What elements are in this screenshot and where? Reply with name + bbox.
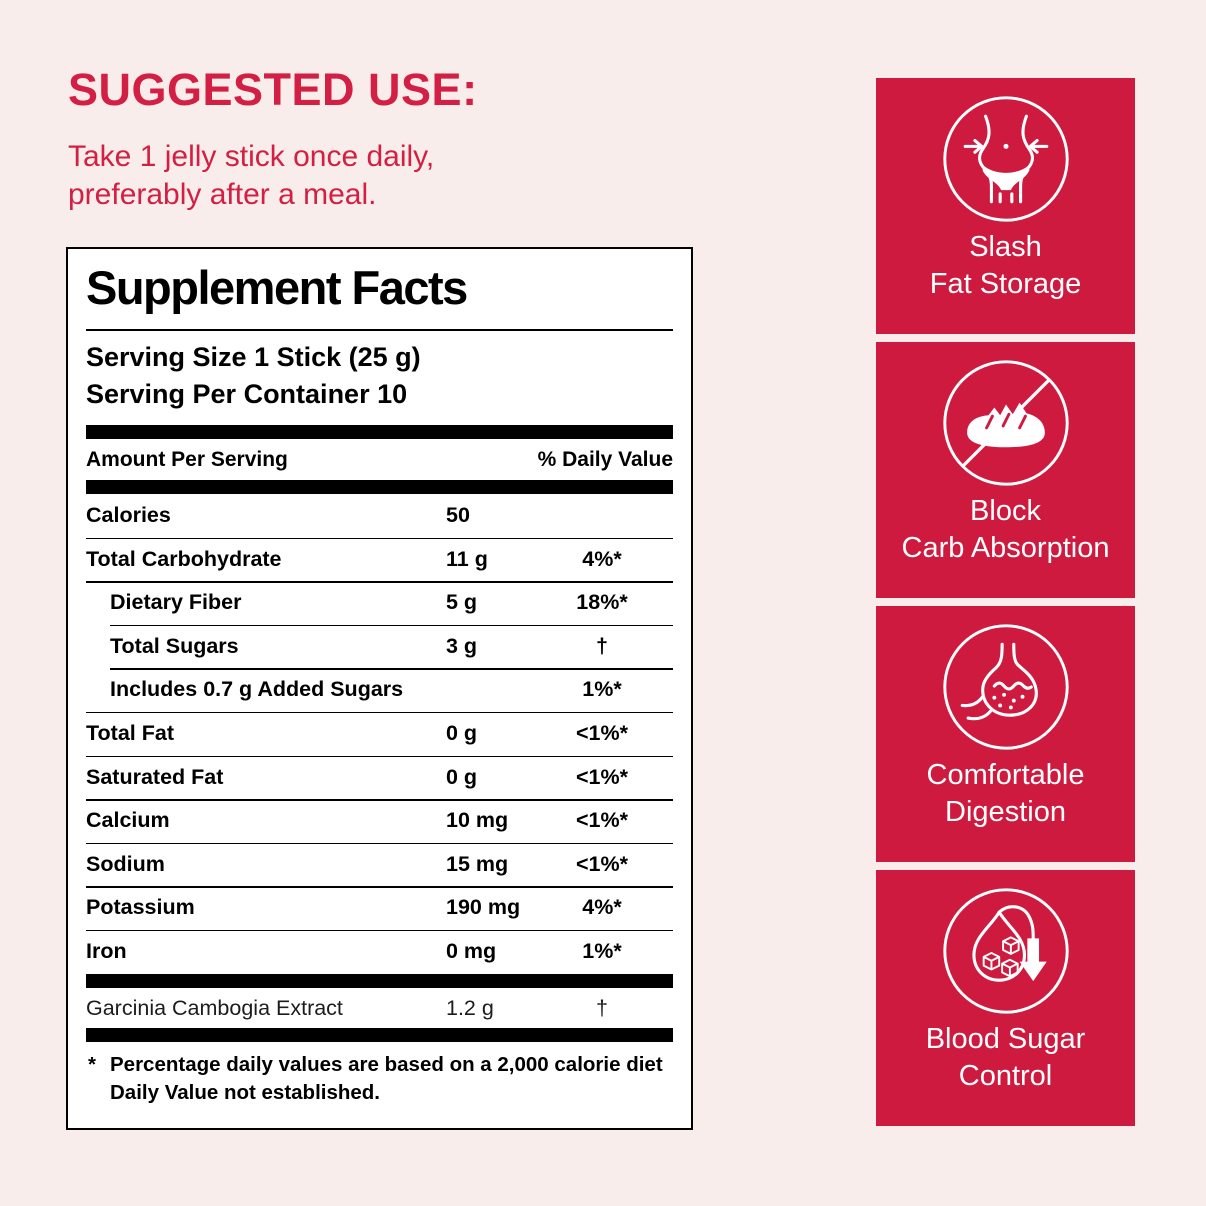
nutrient-daily-value: <1%* (576, 764, 628, 789)
benefit-card-slash-fat-storage: Slash Fat Storage (876, 78, 1135, 334)
supplement-facts-panel: Supplement Facts Serving Size 1 Stick (2… (66, 247, 693, 1130)
nutrient-label: Calories (86, 503, 171, 527)
nutrient-label: Total Carbohydrate (86, 546, 282, 571)
thick-bar (86, 1027, 673, 1042)
thick-bar (86, 425, 673, 439)
daily-value-header: % Daily Value (537, 448, 673, 471)
facts-rows: Calories 50 Total Carbohydrate 11 g 4%* Dieta… (86, 494, 673, 974)
facts-row: Total Fat 0 g <1%* (86, 711, 673, 756)
block-carb-absorption-icon (942, 360, 1069, 486)
amount-per-serving-header: Amount Per Serving (86, 448, 288, 471)
footnote-line1: Percentage daily values are based on a 2… (110, 1052, 663, 1076)
nutrient-daily-value: † (596, 633, 608, 658)
thick-bar (86, 480, 673, 494)
serving-size: Serving Size 1 Stick (25 g) (86, 342, 421, 372)
slash-fat-storage-icon (942, 96, 1069, 222)
nutrient-daily-value: 4%* (582, 895, 622, 920)
nutrient-daily-value: 1%* (582, 677, 622, 702)
nutrient-amount: 0 g (446, 720, 478, 745)
facts-row: Calcium 10 mg <1%* (86, 799, 673, 843)
benefit-card-block-carb-absorption: Block Carb Absorption (876, 342, 1135, 598)
card-label: Comfortable Digestion (926, 759, 1085, 828)
nutrient-label: Saturated Fat (86, 764, 224, 789)
nutrient-daily-value: 18%* (576, 590, 628, 615)
nutrient-label: Potassium (86, 895, 195, 920)
extract-daily-value: † (596, 995, 608, 1020)
footnote-line2: Daily Value not established. (110, 1080, 381, 1104)
extract-amount: 1.2 g (446, 995, 494, 1020)
facts-row: Saturated Fat 0 g <1%* (86, 755, 673, 800)
facts-row: Total Carbohydrate 11 g 4%* (86, 537, 673, 582)
facts-row: Potassium 190 mg 4%* (86, 886, 673, 930)
nutrient-daily-value: 4%* (582, 546, 622, 571)
nutrient-label: Includes 0.7 g Added Sugars (110, 677, 404, 702)
nutrient-daily-value: <1%* (576, 808, 628, 833)
title-rule (86, 329, 673, 331)
card-label: Blood Sugar Control (925, 1023, 1086, 1092)
suggested-use-text: Take 1 jelly stick once daily, preferabl… (68, 138, 434, 214)
nutrient-amount: 5 g (446, 590, 478, 615)
nutrient-amount: 3 g (446, 633, 478, 658)
facts-row: Total Sugars 3 g † (86, 624, 673, 669)
card-label: Block Carb Absorption (901, 495, 1110, 564)
benefit-card-blood-sugar-control: Blood Sugar Control (876, 870, 1135, 1126)
facts-row: Dietary Fiber 5 g 18%* (86, 581, 673, 625)
nutrient-label: Total Fat (86, 720, 174, 745)
extract-label: Garcinia Cambogia Extract (86, 995, 343, 1020)
nutrient-label: Iron (86, 938, 127, 963)
suggested-use-title: SUGGESTED USE: (68, 64, 478, 115)
nutrient-label: Sodium (86, 851, 165, 876)
panel-title: Supplement Facts (86, 261, 468, 314)
nutrient-amount: 11 g (446, 546, 488, 571)
nutrient-label: Total Sugars (110, 633, 239, 658)
nutrient-daily-value: <1%* (576, 720, 628, 745)
card-label: Slash Fat Storage (929, 231, 1082, 300)
thick-bar (86, 973, 673, 988)
nutrient-label: Dietary Fiber (110, 590, 242, 615)
suggested-use-line1: Take 1 jelly stick once daily, (68, 140, 435, 173)
facts-row: Includes 0.7 g Added Sugars 1%* (86, 668, 673, 712)
facts-header-row: Amount Per Serving % Daily Value (86, 439, 673, 480)
nutrient-daily-value: <1%* (576, 851, 628, 876)
nutrient-amount: 15 mg (446, 851, 509, 876)
nutrient-label: Calcium (86, 808, 170, 833)
nutrient-amount: 0 g (446, 764, 478, 789)
blood-sugar-control-icon (942, 888, 1069, 1014)
benefit-card-comfortable-digestion: Comfortable Digestion (876, 606, 1135, 862)
facts-row: Calories 50 (86, 494, 673, 538)
nutrient-amount: 190 mg (446, 895, 521, 920)
suggested-use-line2: preferably after a meal. (68, 178, 377, 211)
comfortable-digestion-icon (942, 624, 1069, 750)
nutrient-amount: 50 (446, 503, 470, 527)
servings-per-container: Serving Per Container 10 (86, 379, 408, 409)
nutrient-amount: 10 mg (446, 808, 509, 833)
footnote: * Percentage daily values are based on a… (86, 1051, 673, 1107)
nutrient-daily-value: 1%* (582, 938, 622, 963)
facts-row: Sodium 15 mg <1%* (86, 842, 673, 887)
extract-row: Garcinia Cambogia Extract 1.2 g † (86, 988, 673, 1028)
facts-row: Iron 0 mg 1%* (86, 929, 673, 974)
nutrient-amount: 0 mg (446, 938, 497, 963)
footnote-asterisk: * (88, 1052, 96, 1076)
